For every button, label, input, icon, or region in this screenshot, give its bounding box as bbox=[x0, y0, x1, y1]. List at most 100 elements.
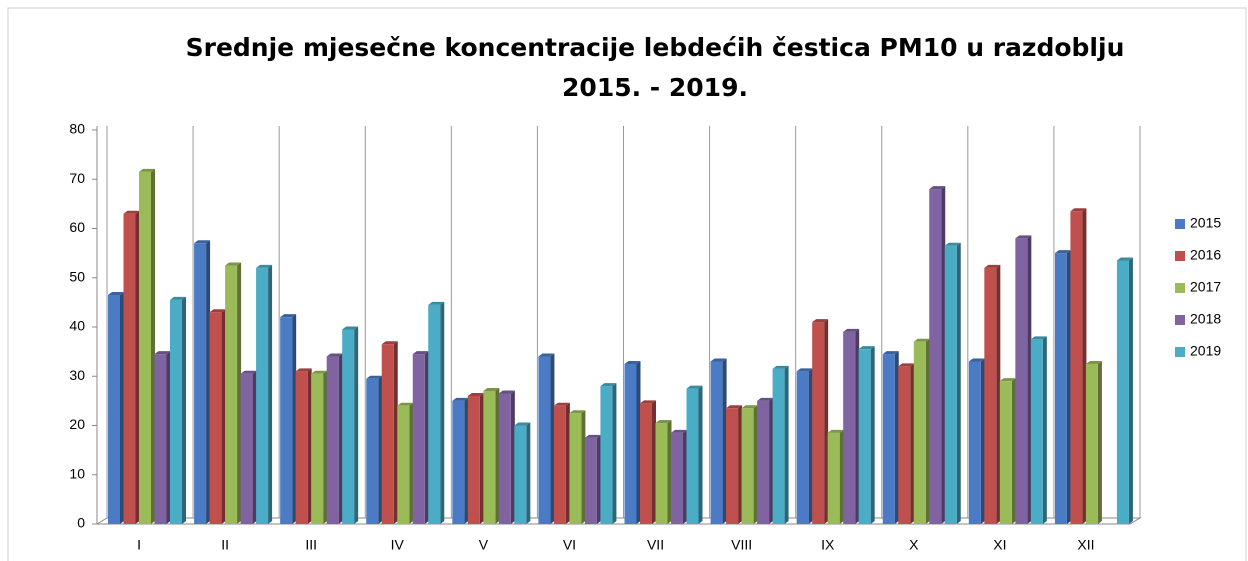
legend-label: 2017 bbox=[1190, 279, 1221, 295]
bar-top bbox=[256, 264, 273, 268]
bar-top bbox=[858, 346, 875, 350]
bar bbox=[710, 361, 723, 524]
bar-side bbox=[378, 375, 383, 524]
bar bbox=[295, 371, 308, 524]
bar bbox=[240, 373, 253, 524]
bar-top bbox=[108, 291, 124, 295]
bar-side bbox=[667, 420, 672, 524]
bar-side bbox=[393, 341, 398, 524]
bar-side bbox=[526, 422, 531, 524]
bar bbox=[757, 400, 770, 524]
bar-top bbox=[569, 410, 586, 414]
bar-top bbox=[366, 375, 383, 379]
bar-side bbox=[565, 402, 570, 524]
bar-side bbox=[237, 262, 242, 524]
bar bbox=[1054, 253, 1067, 524]
bar-side bbox=[464, 397, 469, 524]
bar-side bbox=[722, 358, 727, 524]
bar bbox=[326, 356, 339, 524]
bar bbox=[726, 408, 739, 524]
bar-top bbox=[538, 353, 555, 357]
bar-top bbox=[123, 210, 140, 214]
bar bbox=[428, 304, 441, 524]
bar-top bbox=[452, 397, 469, 401]
bar bbox=[913, 341, 926, 524]
bar-side bbox=[1042, 336, 1047, 524]
x-tick-label: III bbox=[305, 537, 317, 553]
bar-top bbox=[295, 368, 312, 372]
bar-top bbox=[483, 388, 500, 392]
bar bbox=[366, 378, 379, 524]
bar bbox=[194, 243, 207, 524]
bar-side bbox=[221, 309, 226, 524]
bar-top bbox=[1030, 336, 1047, 340]
bar-side bbox=[120, 291, 124, 524]
bar-top bbox=[514, 422, 531, 426]
x-tick-label: IX bbox=[821, 537, 835, 553]
bar bbox=[139, 171, 151, 525]
bar-top bbox=[843, 328, 860, 332]
bar bbox=[412, 354, 425, 524]
bar bbox=[209, 312, 222, 524]
legend-label: 2016 bbox=[1190, 247, 1221, 263]
bar-top bbox=[428, 301, 445, 305]
bar bbox=[123, 213, 136, 524]
bar-top bbox=[225, 262, 242, 266]
bar bbox=[170, 299, 182, 524]
bar bbox=[1030, 339, 1043, 524]
bar-top bbox=[757, 397, 774, 401]
chart-frame bbox=[7, 7, 1247, 561]
bar-top bbox=[600, 383, 617, 387]
bar-side bbox=[495, 388, 500, 524]
bar bbox=[584, 437, 597, 524]
x-tick-label: V bbox=[479, 537, 489, 553]
bar-side bbox=[652, 400, 656, 524]
bar-top bbox=[655, 420, 672, 424]
bar-top bbox=[240, 370, 257, 374]
legend-swatch bbox=[1175, 251, 1185, 261]
bar-top bbox=[1054, 250, 1071, 254]
bar-top bbox=[154, 351, 171, 355]
bar-side bbox=[479, 392, 484, 524]
bar bbox=[483, 391, 496, 524]
bar-side bbox=[910, 363, 915, 524]
bar-top bbox=[412, 351, 429, 355]
bar-top bbox=[139, 168, 155, 172]
bar bbox=[772, 368, 785, 524]
y-tick-label: 80 bbox=[69, 121, 85, 137]
bar bbox=[381, 344, 394, 524]
bar bbox=[538, 356, 551, 524]
legend-label: 2018 bbox=[1190, 311, 1221, 327]
bar-top bbox=[170, 296, 186, 300]
y-tick-label: 0 bbox=[77, 515, 85, 531]
bar-top bbox=[280, 314, 297, 318]
bar-top bbox=[326, 353, 343, 357]
bar-top bbox=[882, 351, 899, 355]
bar bbox=[929, 189, 942, 524]
bar-top bbox=[686, 385, 703, 389]
bar bbox=[467, 395, 480, 524]
bar-top bbox=[640, 400, 656, 404]
bar-side bbox=[292, 314, 297, 524]
bar-side bbox=[698, 385, 703, 524]
x-tick-label: VIII bbox=[731, 537, 752, 553]
legend-swatch bbox=[1175, 315, 1185, 325]
bar-top bbox=[827, 429, 844, 433]
bar bbox=[882, 354, 895, 524]
bar-side bbox=[941, 186, 946, 524]
bar-side bbox=[323, 370, 328, 524]
bar bbox=[898, 366, 911, 524]
bar-top bbox=[671, 429, 687, 433]
bar-side bbox=[956, 242, 961, 525]
bar bbox=[108, 294, 120, 524]
bar-side bbox=[996, 264, 1001, 524]
x-tick-label: IV bbox=[391, 537, 405, 553]
x-tick-label: II bbox=[221, 537, 229, 553]
bar bbox=[498, 393, 511, 524]
bar-side bbox=[1097, 360, 1102, 524]
bar-side bbox=[307, 368, 312, 524]
bar-top bbox=[1015, 235, 1032, 239]
bar-side bbox=[440, 301, 445, 524]
legend-swatch bbox=[1175, 219, 1185, 229]
